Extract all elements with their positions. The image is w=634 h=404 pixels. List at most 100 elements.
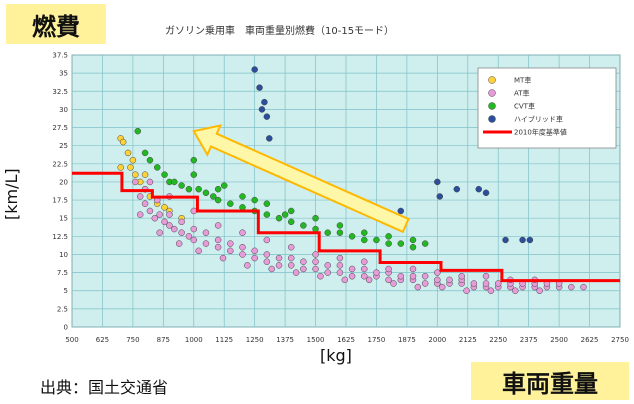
y-tick-label: 5 [64,287,68,295]
standard-line [72,171,620,283]
data-point [385,265,392,273]
vehicle-weight-badge: 車両重量 [471,362,629,400]
y-tick-label: 30 [59,106,68,114]
data-point [195,185,202,193]
data-point [502,236,509,244]
data-point [227,200,234,207]
data-point [263,236,271,244]
data-point [409,236,417,244]
data-point [324,262,331,269]
y-tick-label: 35 [59,70,68,78]
data-point [219,254,227,262]
data-point [580,283,587,291]
data-point [526,236,534,244]
data-point [361,229,368,236]
x-tick-label: 1875 [398,336,416,344]
data-point [214,236,222,244]
data-point [397,272,405,280]
x-tick-label: 625 [96,336,109,344]
data-point [146,207,154,215]
x-axis-label: [kg] [320,346,352,365]
data-point [136,193,144,200]
x-tick-label: 2750 [611,336,629,344]
data-point [463,287,470,294]
data-point [185,185,193,193]
data-point [409,243,417,251]
data-point [239,193,246,200]
data-point [227,247,234,255]
data-point [214,243,222,251]
data-point [453,185,461,193]
data-point [129,156,137,164]
data-point [268,265,275,273]
data-point [434,178,441,186]
data-point [397,240,405,247]
data-point [568,283,575,291]
y-tick-label: 7.5 [57,269,68,277]
data-point [361,258,368,265]
data-point [312,258,319,265]
data-point [275,214,283,222]
data-point [161,204,168,211]
legend-label: ハイブリッド車 [514,115,563,124]
data-point [239,229,246,236]
data-point [251,254,258,262]
data-point [312,214,319,222]
data-point [324,229,331,236]
data-point [178,229,185,236]
data-point [190,207,198,215]
data-point [470,280,478,287]
data-point [190,156,198,164]
data-point [300,222,307,229]
data-point [239,243,246,251]
data-point [132,171,139,178]
legend-marker [488,102,496,110]
data-point [132,178,139,186]
x-tick-label: 2375 [520,336,538,344]
data-point [434,269,441,276]
legend-box [477,67,617,149]
data-point [156,211,163,218]
data-point [281,211,289,218]
data-point [171,178,178,186]
data-point [482,189,490,197]
data-point [287,262,295,269]
data-point [239,251,246,258]
data-point [146,178,154,186]
data-point [409,272,417,280]
data-point [214,222,222,229]
data-point [519,236,526,244]
data-point [214,185,222,193]
x-tick-label: 1750 [368,336,386,344]
data-point [266,135,273,142]
y-tick-label: 25 [59,142,68,150]
data-point [258,106,266,113]
legend-marker [488,89,496,97]
data-point [421,272,429,280]
data-point [348,233,356,240]
data-point [336,262,344,269]
data-point [244,262,251,269]
x-tick-label: 750 [126,336,139,344]
data-point [421,280,429,287]
data-point [153,164,161,171]
data-point [263,258,271,265]
y-tick-label: 32.5 [52,88,68,96]
data-point [300,265,307,273]
legend-label: AT車 [514,89,530,98]
data-point [202,229,210,236]
data-point [185,233,193,240]
y-tick-label: 2.5 [57,305,68,313]
data-point [263,251,271,258]
data-point [348,272,356,280]
x-tick-label: 1125 [215,336,233,344]
x-tick-label: 2625 [581,336,599,344]
data-point [287,243,295,251]
data-point [336,222,344,229]
source-credit: 出典：国土交通省 [40,378,169,397]
x-tick-label: 1625 [337,336,355,344]
y-tick-label: 37.5 [52,52,68,60]
y-tick-label: 27.5 [52,124,68,132]
data-point [202,240,210,247]
